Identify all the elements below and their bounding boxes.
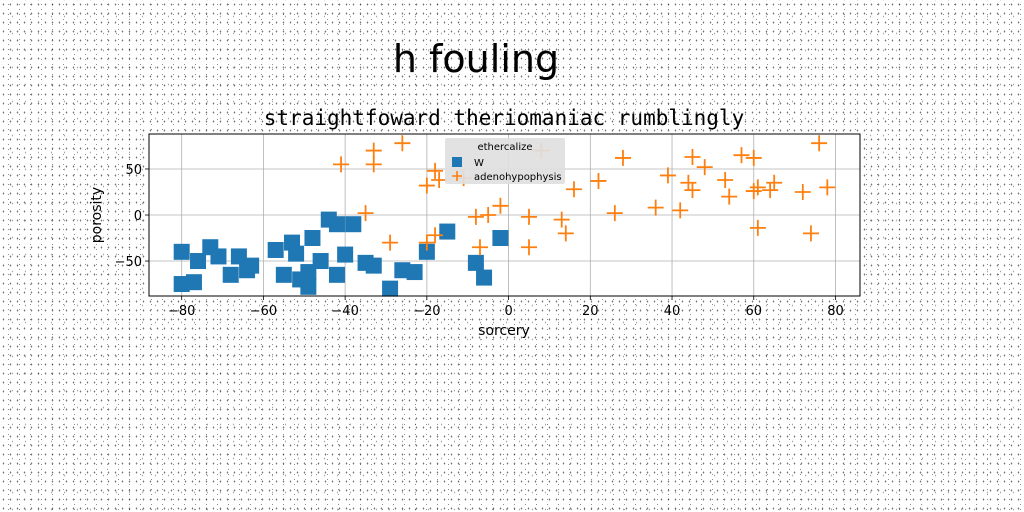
data-point-plus [749,219,766,236]
data-point-square [288,245,305,262]
data-point-plus [431,172,448,189]
chart-title: straightfoward theriomaniac rumblingly [264,106,744,130]
data-point-square [394,262,411,279]
data-point-plus [467,208,484,225]
data-point-square [173,243,190,260]
figure-suptitle: h fouling [393,37,559,81]
y-tick-label: 50 [125,163,142,178]
data-point-plus [802,225,819,242]
data-point-square [476,269,493,286]
data-point-square [439,223,456,240]
data-point-plus [590,172,607,189]
data-point-plus [794,183,811,200]
y-tick-label: 0 [134,209,142,224]
data-point-plus [418,177,435,194]
data-point-square [345,216,362,233]
data-point-plus [427,162,444,179]
data-point-plus [357,205,374,222]
data-point-plus [811,135,828,152]
axis-ticks: −80 −60 −40 −20 0 20 40 60 80 −50 0 50 [115,163,844,319]
data-point-square [222,266,239,283]
legend-title: ethercalize [477,142,532,153]
data-point-plus [333,156,350,173]
legend-box [445,138,565,184]
data-point-square [300,278,317,295]
data-point-square [304,230,321,247]
data-point-plus [418,234,435,251]
data-point-square [190,253,207,270]
data-point-square [275,266,292,283]
data-point-plus [492,197,509,214]
data-point-plus [659,167,676,184]
data-point-square [230,248,247,265]
data-point-square [467,254,484,271]
data-points [173,135,836,297]
data-point-plus [680,174,697,191]
x-tick-label: 80 [827,304,844,319]
data-point-plus [394,135,411,152]
data-point-plus [480,207,497,223]
legend-label-w: W [474,158,484,169]
data-point-square [300,264,317,281]
data-point-square [173,276,190,293]
data-point-plus [521,208,538,225]
x-tick-label: 60 [745,304,762,319]
data-point-plus [606,205,623,222]
data-point-plus [565,181,582,198]
y-tick-label: −50 [115,255,142,270]
x-tick-label: 20 [582,304,599,319]
data-point-square [328,216,345,233]
data-point-plus [721,188,738,205]
x-axis-label: sorcery [478,323,530,339]
y-axis-label: porosity [89,187,105,243]
data-point-square [267,241,284,258]
data-point-plus [745,183,762,200]
data-point-square [185,274,202,291]
data-point-plus [427,227,444,244]
series-1 [333,135,836,256]
x-tick-label: −80 [168,304,195,319]
data-point-square [418,243,435,260]
data-point-plus [647,199,664,216]
data-point-square [337,246,354,263]
data-point-plus [672,202,689,219]
data-point-plus [684,149,701,166]
legend-marker-adenohypophysis [452,171,462,181]
legend: ethercalize W adenohypophysis [445,138,565,184]
data-point-plus [553,211,570,228]
data-point-square [243,257,260,274]
data-point-plus [365,156,382,173]
x-tick-label: −20 [413,304,440,319]
data-point-plus [745,149,762,166]
data-point-plus [696,159,713,176]
data-point-square [312,253,329,270]
data-point-plus [684,182,701,199]
data-point-square [406,264,423,281]
x-tick-label: −40 [331,304,358,319]
data-point-square [210,248,227,265]
data-point-square [365,257,382,274]
legend-label-adenohypophysis: adenohypophysis [474,172,562,183]
data-point-plus [762,182,779,199]
series-0 [173,211,509,297]
data-point-plus [717,172,734,189]
data-point-plus [382,234,399,251]
legend-marker-w [452,157,462,167]
data-point-plus [471,239,488,256]
data-point-plus [521,239,538,256]
data-point-square [492,230,509,247]
data-point-plus [615,149,631,166]
x-tick-label: 40 [664,304,681,319]
data-point-plus [766,174,783,191]
data-point-plus [749,179,766,196]
data-point-square [382,280,399,297]
data-point-square [328,266,345,283]
data-point-plus [557,225,574,242]
x-tick-label: −60 [250,304,277,319]
data-point-plus [733,147,750,164]
x-tick-label: 0 [504,304,512,319]
data-point-plus [365,142,382,159]
data-point-plus [819,179,836,196]
